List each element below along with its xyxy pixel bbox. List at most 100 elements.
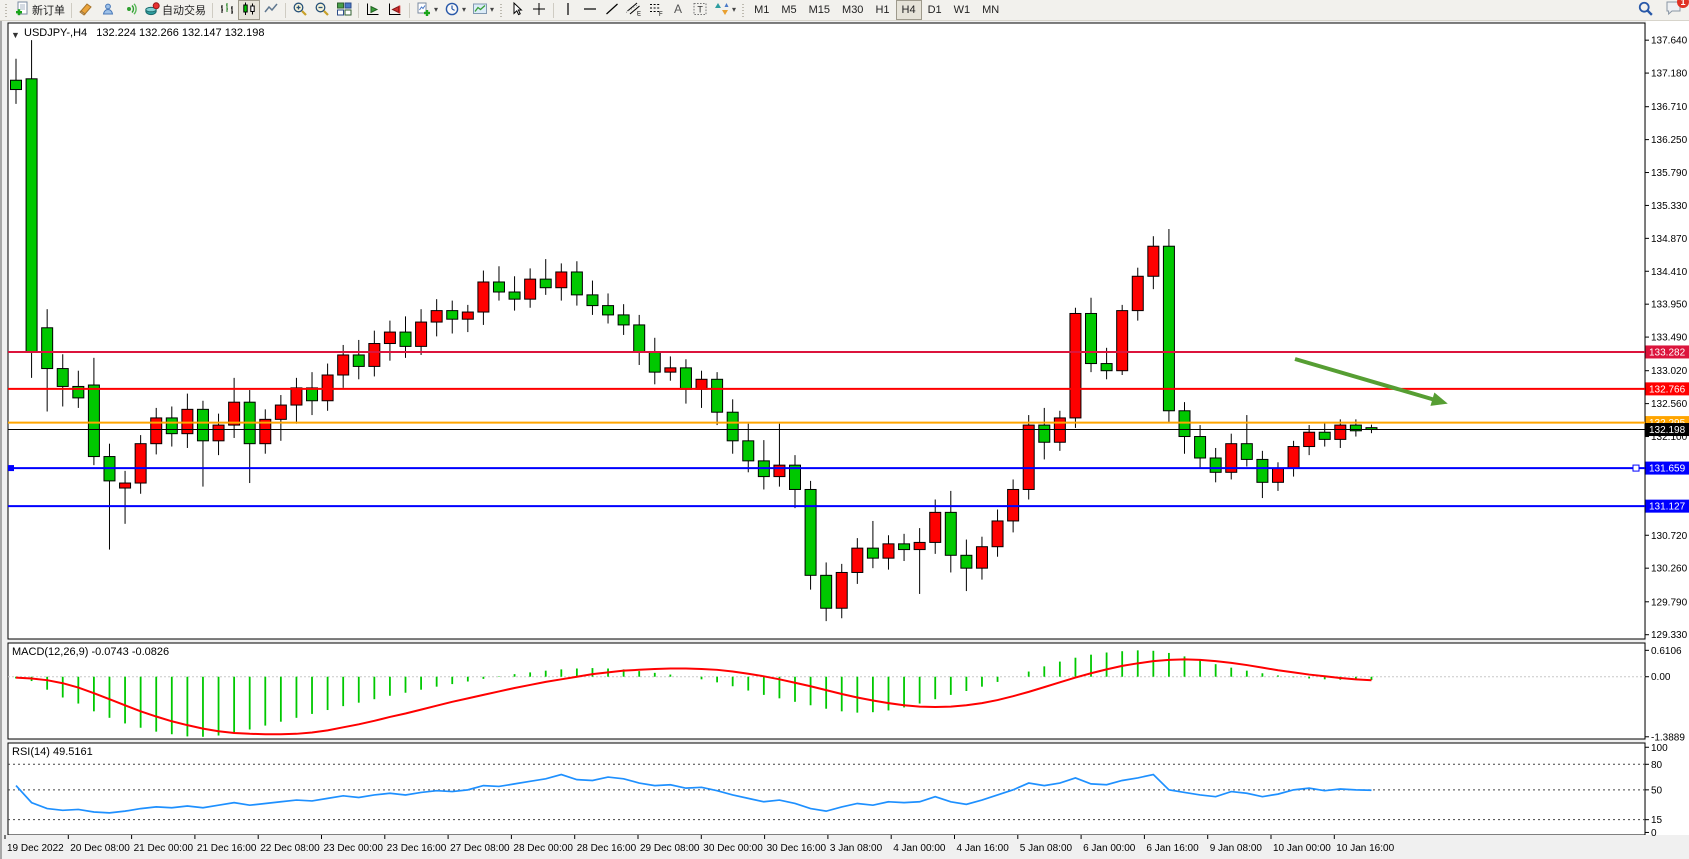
text-label-button[interactable]: T [689, 0, 711, 20]
svg-text:28 Dec 16:00: 28 Dec 16:00 [577, 843, 637, 854]
crosshair-icon [531, 1, 547, 20]
svg-text:133.490: 133.490 [1651, 333, 1688, 344]
svg-text:132.560: 132.560 [1651, 399, 1688, 410]
chart-window: ▼ USDJPY-,H4 132.224 132.266 132.147 132… [0, 21, 1689, 859]
svg-text:20 Dec 08:00: 20 Dec 08:00 [70, 843, 130, 854]
text-button[interactable]: A [667, 0, 689, 20]
svg-text:29 Dec 08:00: 29 Dec 08:00 [640, 843, 700, 854]
search-button[interactable] [1634, 0, 1657, 20]
svg-text:135.790: 135.790 [1651, 168, 1688, 179]
bar-chart-type-button[interactable] [216, 0, 238, 20]
svg-text:131.659: 131.659 [1649, 464, 1686, 475]
toolbar-separator [71, 2, 72, 18]
arrows-button[interactable]: ▾ [711, 0, 739, 20]
rsi-layer: 100 80 50 15 0 [8, 743, 1668, 839]
chart-canvas[interactable]: 137.640 137.180 136.710 136.250 135.790 135.3… [2, 21, 1689, 859]
auto-scroll-button[interactable] [362, 0, 384, 20]
svg-text:137.180: 137.180 [1651, 69, 1688, 80]
arrow-annotation[interactable] [1294, 357, 1448, 406]
svg-text:136.710: 136.710 [1651, 102, 1688, 113]
templates-button[interactable]: ▾ [469, 0, 497, 20]
svg-text:4 Jan 00:00: 4 Jan 00:00 [893, 843, 946, 854]
line-chart-type-button[interactable] [260, 0, 282, 20]
chart-shift-icon [387, 1, 403, 20]
time-axis[interactable]: 19 Dec 2022 20 Dec 08:00 21 Dec 00:00 21 De… [4, 835, 1395, 854]
candlestick-chart-type-button[interactable] [238, 0, 260, 20]
horizontal-line-button[interactable] [579, 0, 601, 20]
new-order-button[interactable]: 新订单 [11, 0, 68, 20]
zoom-in-button[interactable] [289, 0, 311, 20]
toolbar-grip[interactable] [4, 3, 9, 17]
svg-text:129.330: 129.330 [1651, 630, 1688, 641]
toolbar-grip[interactable] [499, 3, 505, 17]
ohlc-bars-icon [219, 1, 235, 20]
svg-text:100: 100 [1651, 743, 1668, 754]
hline-131.659[interactable]: 131.659 [8, 461, 1689, 475]
timeframe-d1-button[interactable]: D1 [927, 4, 942, 16]
fibonacci-button[interactable]: F [645, 0, 667, 20]
hline-133.282[interactable]: 133.282 [8, 345, 1689, 359]
vertical-line-button[interactable] [557, 0, 579, 20]
svg-text:133.282: 133.282 [1649, 347, 1686, 358]
timeframe-m30-button[interactable]: M30 [842, 4, 864, 16]
cursor-button[interactable] [506, 0, 528, 20]
svg-text:133.020: 133.020 [1651, 366, 1688, 377]
toolbar-separator [358, 2, 359, 18]
timeframe-h4-button[interactable]: H4 [895, 0, 922, 20]
hline-132.766[interactable]: 132.766 [8, 382, 1689, 396]
price-axis: 137.640 137.180 136.710 136.250 135.790 135.3… [1645, 36, 1688, 641]
arrows-shapes-icon [714, 1, 730, 20]
new-order-label: 新订单 [32, 5, 65, 17]
chart-template-icon [472, 1, 488, 20]
trendline-button[interactable] [601, 0, 623, 20]
new-chart-button[interactable]: ▾ [413, 0, 441, 20]
svg-text:132.766: 132.766 [1649, 384, 1686, 395]
svg-text:28 Dec 00:00: 28 Dec 00:00 [513, 843, 573, 854]
timeframe-m15-button[interactable]: M15 [808, 4, 831, 16]
svg-text:134.870: 134.870 [1651, 234, 1688, 245]
timeframe-m5-button[interactable]: M5 [781, 4, 797, 16]
horizontal-line-icon [582, 1, 598, 20]
channel-icon: E [625, 1, 642, 20]
svg-text:136.250: 136.250 [1651, 135, 1688, 146]
sound-button[interactable] [119, 0, 141, 20]
one-click-trading-toggle[interactable]: ▼ [11, 30, 20, 40]
new-chart-icon [416, 1, 432, 20]
svg-text:19 Dec 2022: 19 Dec 2022 [7, 843, 64, 854]
chevron-down-icon: ▾ [462, 5, 467, 14]
notifications-button[interactable]: 1 [1665, 0, 1689, 21]
cursor-arrow-icon [509, 1, 525, 20]
hline-131.127[interactable]: 131.127 [8, 499, 1689, 513]
timeframe-h1-button[interactable]: H1 [875, 4, 890, 16]
svg-text:10 Jan 00:00: 10 Jan 00:00 [1273, 843, 1331, 854]
timeframe-m1-button[interactable]: M1 [754, 4, 770, 16]
trendline-icon [604, 1, 620, 20]
text-label-icon: T [692, 1, 708, 20]
timeframe-w1-button[interactable]: W1 [953, 4, 971, 16]
auto-trading-button[interactable]: 自动交易 [141, 0, 209, 20]
tile-windows-icon [336, 1, 352, 20]
svg-text:22 Dec 08:00: 22 Dec 08:00 [260, 843, 320, 854]
toolbar-grip[interactable] [741, 3, 747, 17]
svg-text:5 Jan 08:00: 5 Jan 08:00 [1020, 843, 1073, 854]
current-price-line-132.198[interactable]: 132.198 [8, 423, 1689, 437]
fibonacci-icon: F [648, 1, 664, 20]
svg-text:30 Dec 16:00: 30 Dec 16:00 [767, 843, 827, 854]
tile-windows-button[interactable] [333, 0, 355, 20]
toolbar-separator [553, 2, 555, 18]
equidistant-channel-button[interactable]: E [623, 0, 645, 20]
hline-objects[interactable]: 133.282132.766132.295131.659131.127132.1… [8, 345, 1689, 513]
crosshair-button[interactable] [528, 0, 550, 20]
chart-shift-button[interactable] [384, 0, 406, 20]
chevron-down-icon: ▾ [434, 5, 439, 14]
svg-text:132.198: 132.198 [1649, 425, 1686, 436]
community-button[interactable] [97, 0, 119, 20]
toolbar-separator [285, 2, 286, 18]
svg-text:-1.3889: -1.3889 [1651, 732, 1685, 743]
sound-icon [122, 1, 138, 20]
zoom-out-button[interactable] [311, 0, 333, 20]
timeframe-mn-button[interactable]: MN [982, 4, 1000, 16]
periods-button[interactable]: ▾ [441, 0, 469, 20]
svg-text:50: 50 [1651, 785, 1663, 796]
eraser-button[interactable] [75, 0, 97, 20]
